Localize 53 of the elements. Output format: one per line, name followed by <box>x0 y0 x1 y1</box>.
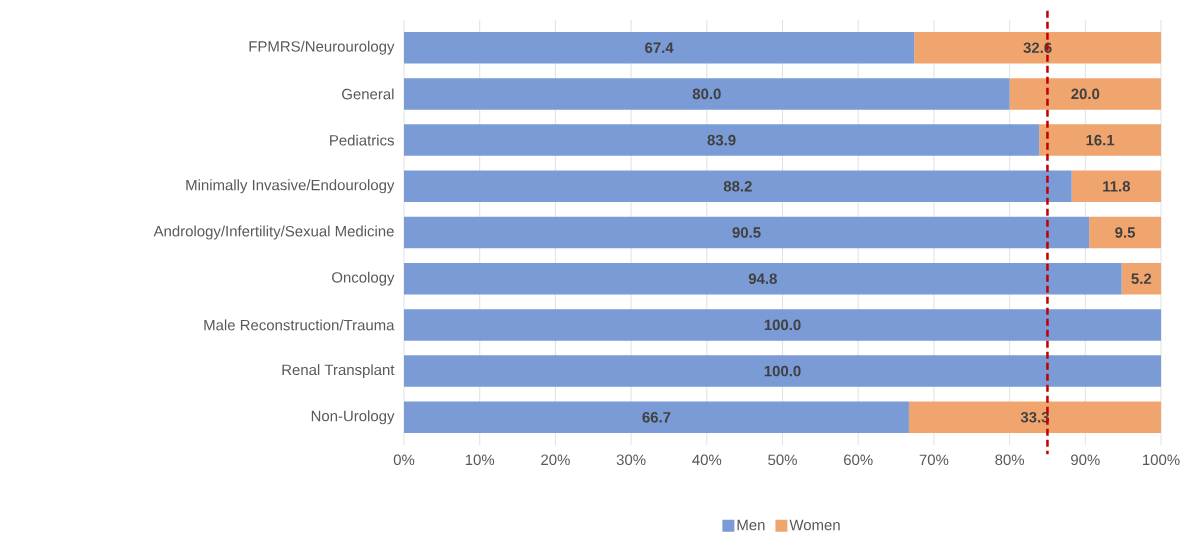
x-tick-label: 100% <box>1143 454 1180 466</box>
legend-label: Men <box>737 519 765 531</box>
x-tick-label: 50% <box>768 454 797 466</box>
x-tick-label: 70% <box>919 454 949 466</box>
y-tick-label: Minimally Invasive/Endourology <box>186 179 395 194</box>
x-tick-label: 30% <box>616 454 646 466</box>
data-label: 9.5 <box>1115 227 1136 238</box>
bar <box>404 31 915 64</box>
data-label: 80.0 <box>692 88 721 100</box>
bar <box>1121 262 1162 295</box>
bar <box>404 262 1122 295</box>
y-tick-label: Oncology <box>332 271 395 286</box>
y-tick-label: Non-Urology <box>311 410 395 425</box>
data-label: 67.4 <box>645 42 674 53</box>
y-tick-label: Andrology/Infertility/Sexual Medicine <box>153 225 394 240</box>
y-tick-label: Renal Transplant <box>282 364 395 379</box>
data-label: 94.8 <box>748 273 777 284</box>
y-tick-label: FPMRS/Neurourology <box>249 40 395 55</box>
bar <box>404 355 1162 387</box>
bar <box>914 31 1162 64</box>
data-label: 83.9 <box>707 134 736 146</box>
y-tick-label: Male Reconstruction/Trauma <box>204 319 395 331</box>
data-label: 90.5 <box>732 227 761 238</box>
x-tick-label: 40% <box>692 454 722 466</box>
x-tick-label: 80% <box>995 454 1025 466</box>
y-tick-label: General <box>342 88 394 100</box>
bar <box>908 401 1162 434</box>
data-label: 100.0 <box>764 365 801 377</box>
bar <box>404 170 1072 203</box>
x-tick-label: 10% <box>465 454 495 466</box>
bar <box>404 78 1010 110</box>
bar <box>1089 216 1162 249</box>
legend-label: Women <box>789 519 840 531</box>
bar <box>404 216 1090 249</box>
y-tick-label: Pediatrics <box>330 134 394 146</box>
bar <box>404 401 909 434</box>
x-tick-label: 90% <box>1071 454 1100 466</box>
data-label: 66.7 <box>642 411 671 423</box>
bar <box>1071 170 1162 203</box>
data-label: 5.2 <box>1131 273 1152 284</box>
data-label: 33.3 <box>1020 411 1049 423</box>
x-tick-label: 20% <box>541 454 570 466</box>
data-label: 100.0 <box>764 319 801 331</box>
x-tick-label: 0% <box>393 454 415 466</box>
bar <box>404 309 1162 341</box>
data-label: 88.2 <box>723 181 752 192</box>
data-label: 20.0 <box>1071 88 1100 100</box>
bar <box>1039 124 1162 156</box>
bar <box>1009 78 1162 110</box>
data-label: 16.1 <box>1086 134 1115 146</box>
bar <box>404 124 1040 156</box>
x-tick-label: 60% <box>844 454 873 466</box>
data-label: 11.8 <box>1103 181 1131 192</box>
